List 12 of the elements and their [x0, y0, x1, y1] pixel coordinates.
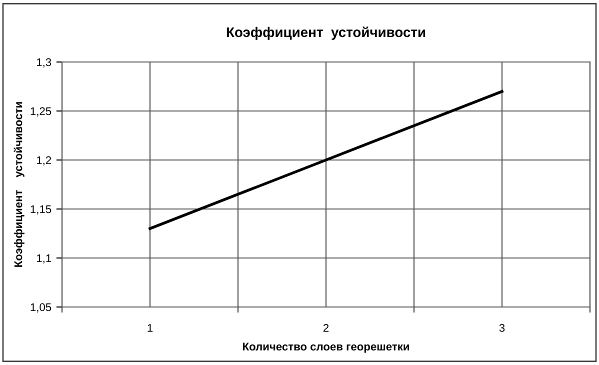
- y-tick-label: 1,05: [30, 303, 52, 312]
- x-tick-label: 1: [148, 324, 153, 332]
- x-tick-label: 3: [499, 324, 505, 332]
- y-tick-label: 1,1: [36, 254, 52, 264]
- y-axis-title: Коэффициент устойчивости: [14, 102, 24, 267]
- x-tick-label: 2: [323, 324, 329, 332]
- y-tick-label: 1,15: [30, 205, 52, 214]
- chart-title: Коэффициент устойчивости: [226, 26, 426, 40]
- y-tick-label: 1,3: [36, 58, 52, 68]
- y-tick-label: 1,2: [36, 156, 52, 166]
- x-axis-title: Количество слоев георешетки: [243, 342, 409, 353]
- y-tick-label: 1,25: [30, 107, 52, 116]
